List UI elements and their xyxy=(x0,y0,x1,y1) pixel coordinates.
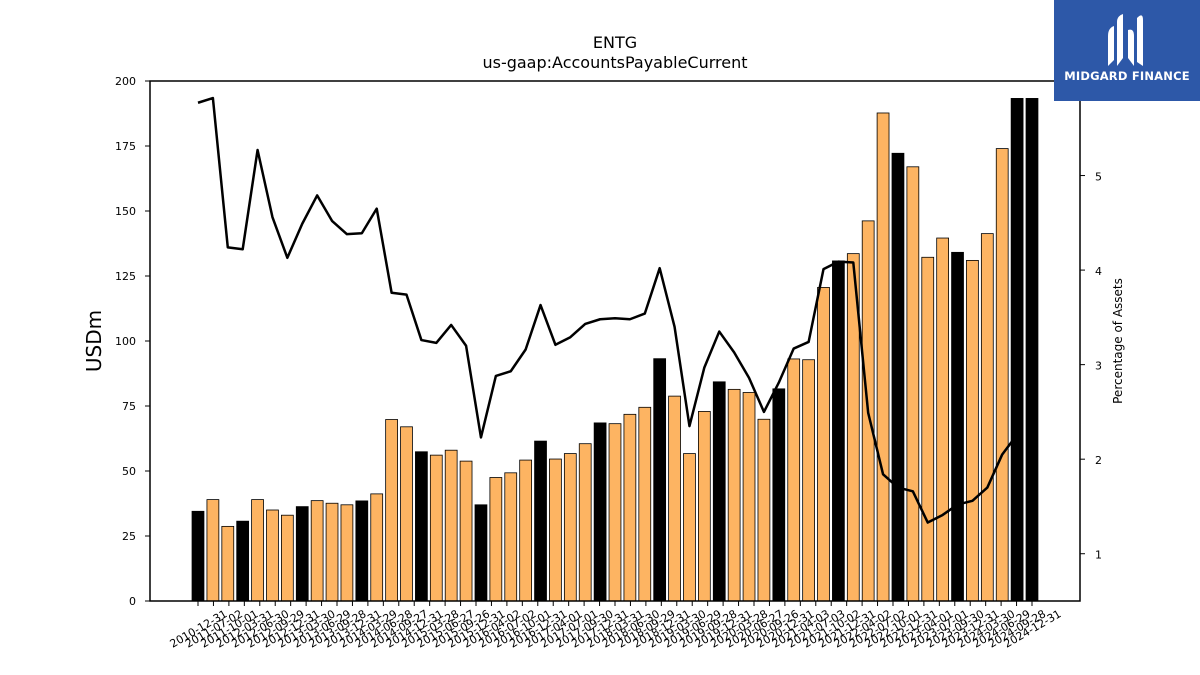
y-axis-right: 1 2 3 4 5 xyxy=(1080,171,1102,562)
bar-2012-09-29 xyxy=(295,506,309,602)
bar-2024-03-30 xyxy=(980,233,994,602)
y-axis-label: USDm xyxy=(82,310,106,372)
bar-2011-10-01 xyxy=(236,520,250,602)
bar-2022-07-02 xyxy=(876,112,890,602)
bar-2013-03-30 xyxy=(325,502,339,602)
bar-2012-03-31 xyxy=(266,509,279,602)
bar-2017-12-31 xyxy=(608,423,622,602)
bar-2018-06-30 xyxy=(638,406,652,602)
logo-text: MIDGARD FINANCE xyxy=(1064,69,1190,83)
bar-2014-09-27 xyxy=(415,451,428,602)
bar-2023-12-31 xyxy=(966,259,979,602)
bar-2012-12-31 xyxy=(310,500,324,602)
bar-2020-12-31 xyxy=(787,358,801,602)
logo-mark-icon xyxy=(1108,14,1143,67)
bar-2017-04-01 xyxy=(563,453,577,602)
bar-2023-07-01 xyxy=(936,237,950,602)
bar-2024-06-29 xyxy=(995,148,1009,602)
percentage-of-assets-line xyxy=(197,96,1019,524)
bar-2018-03-31 xyxy=(623,413,637,602)
chart-title: ENTG xyxy=(593,33,637,52)
bar-2019-12-31 xyxy=(727,388,741,602)
bar-2023-09-30 xyxy=(951,251,964,602)
bar-2015-06-27 xyxy=(459,460,473,602)
bar-2014-03-29 xyxy=(385,419,398,602)
y-tick-label: 50 xyxy=(122,465,136,478)
bar-2019-03-30 xyxy=(683,453,696,602)
bar-2021-07-03 xyxy=(817,287,830,602)
bar-2017-07-01 xyxy=(578,443,592,602)
y-tick-label: 0 xyxy=(129,595,136,608)
y2-tick-label: 1 xyxy=(1095,549,1102,562)
bar-2018-12-31 xyxy=(668,395,681,602)
bar-2017-09-30 xyxy=(593,422,607,602)
bar-2023-04-01 xyxy=(921,256,935,602)
y-tick-label: 75 xyxy=(122,400,136,413)
bar-2016-10-01 xyxy=(534,440,547,602)
bar-2011-12-31 xyxy=(251,499,264,602)
bar-2019-09-28 xyxy=(712,381,726,602)
bar-2018-09-29 xyxy=(653,358,667,602)
y-tick-label: 125 xyxy=(115,270,136,283)
y2-tick-label: 5 xyxy=(1095,171,1102,184)
bar-2022-12-31 xyxy=(906,166,920,602)
bars-group xyxy=(191,98,1039,602)
bar-2019-06-29 xyxy=(698,411,711,602)
bar-2013-06-29 xyxy=(340,504,354,602)
midgard-finance-logo: MIDGARD FINANCE xyxy=(1054,0,1200,101)
bar-2014-12-31 xyxy=(429,454,443,602)
y2-tick-label: 4 xyxy=(1095,265,1102,278)
y-tick-label: 175 xyxy=(115,140,136,153)
bar-2021-10-02 xyxy=(832,260,845,602)
bar-2014-06-28 xyxy=(400,426,413,602)
bar-2013-12-31 xyxy=(370,493,384,602)
y-tick-label: 25 xyxy=(122,530,136,543)
y2-tick-label: 3 xyxy=(1095,360,1102,373)
bar-2012-06-30 xyxy=(280,514,294,602)
x-axis: 2010-12-312011-07-022011-10-012012-03-31… xyxy=(168,601,1064,651)
chart-subtitle: us-gaap:AccountsPayableCurrent xyxy=(482,53,747,72)
y-axis-left: 0 25 50 75 100 125 150 175 200 xyxy=(115,75,150,608)
y2-axis-label: Percentage of Assets xyxy=(1111,278,1125,404)
bar-2016-07-02 xyxy=(519,459,533,602)
bar-2022-10-01 xyxy=(891,152,905,602)
bar-2011-07-02 xyxy=(221,525,235,602)
y-tick-label: 150 xyxy=(115,205,136,218)
y-tick-label: 100 xyxy=(115,335,136,348)
bar-2020-09-26 xyxy=(772,388,786,602)
bar-2020-03-28 xyxy=(742,392,756,602)
bar-2024-12-31 xyxy=(1025,98,1039,602)
bar-2013-09-28 xyxy=(355,500,369,602)
bar-2016-04-02 xyxy=(504,472,518,602)
bar-2015-09-26 xyxy=(474,504,488,602)
bar-2016-12-31 xyxy=(549,458,562,602)
bar-2015-03-28 xyxy=(444,449,458,602)
line-layer xyxy=(197,96,1019,524)
y-tick-label: 200 xyxy=(115,75,136,88)
bar-2015-12-31 xyxy=(489,477,503,602)
bar-2021-04-03 xyxy=(802,359,815,602)
y2-tick-label: 2 xyxy=(1095,454,1102,467)
bar-2024-09-28 xyxy=(1010,98,1024,602)
bar-2020-06-27 xyxy=(757,418,771,602)
bar-2011-04-02 xyxy=(206,499,220,602)
bar-2010-12-31 xyxy=(191,510,205,602)
